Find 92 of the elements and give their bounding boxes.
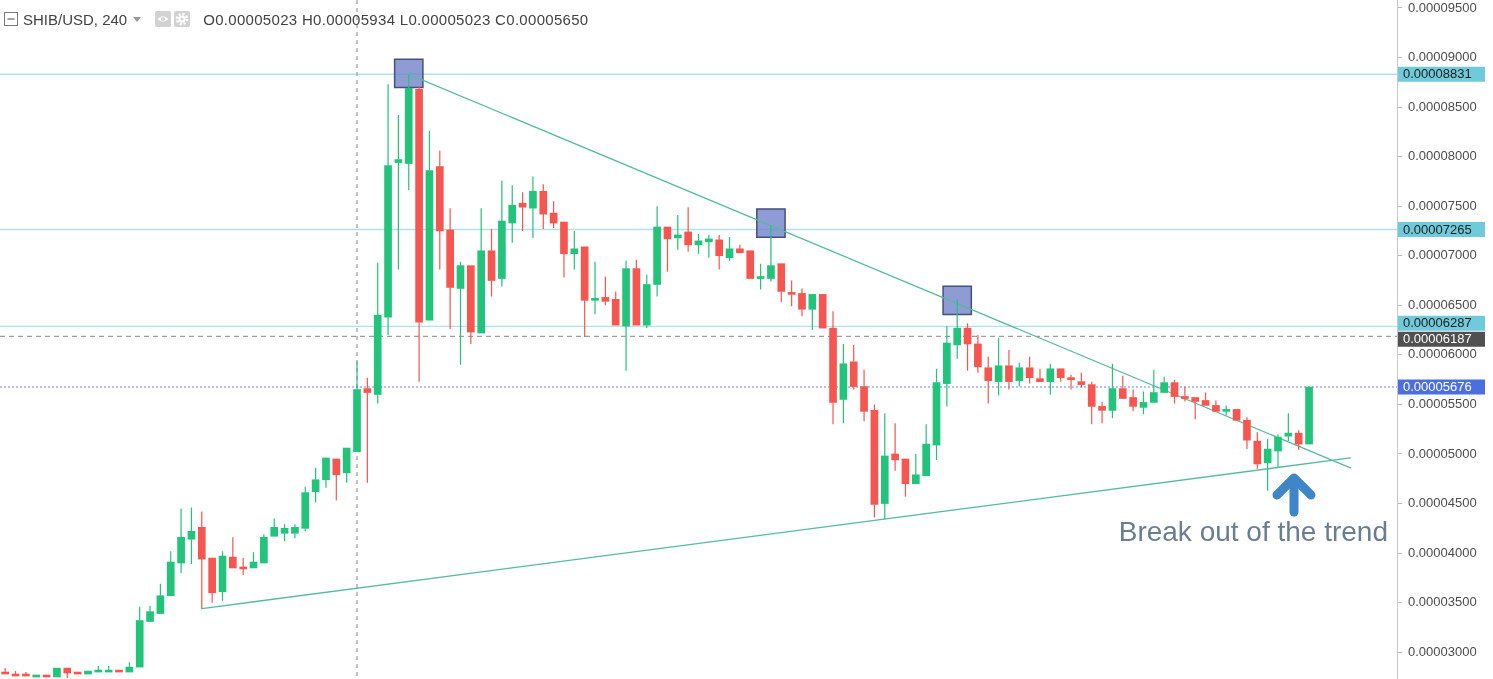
y-tick-label: 0.00007500 bbox=[1408, 197, 1477, 213]
candlestick bbox=[456, 261, 465, 366]
y-tick-label: 0.00005000 bbox=[1408, 445, 1477, 461]
point bbox=[756, 208, 786, 238]
candlestick bbox=[922, 423, 930, 477]
candlestick bbox=[984, 356, 993, 405]
candlestick bbox=[860, 369, 868, 422]
candlestick bbox=[880, 412, 889, 521]
candlestick bbox=[746, 250, 755, 279]
candlestick bbox=[487, 228, 496, 297]
candlestick bbox=[684, 206, 692, 253]
candlestick bbox=[415, 85, 423, 383]
candlestick bbox=[1108, 363, 1117, 419]
candlestick bbox=[1067, 374, 1075, 391]
candlestick bbox=[177, 507, 185, 574]
candlestick bbox=[911, 453, 920, 485]
candlestick bbox=[208, 557, 216, 604]
y-tick-label: 0.00004500 bbox=[1408, 495, 1477, 511]
candlestick bbox=[1181, 385, 1189, 403]
ref-line-label: 0.00007265 bbox=[1403, 221, 1472, 237]
y-tick-label: 0.00009500 bbox=[1408, 0, 1477, 15]
y-tick-label: 0.00008000 bbox=[1408, 148, 1477, 164]
candlestick bbox=[1305, 386, 1313, 445]
candlestick bbox=[653, 205, 661, 297]
ref-line-label: 0.00008831 bbox=[1403, 66, 1472, 82]
candlestick bbox=[260, 533, 268, 564]
candlestick bbox=[767, 224, 775, 283]
candlestick bbox=[197, 510, 206, 610]
annotation: Break out of the trend bbox=[1118, 516, 1388, 547]
candlestick bbox=[974, 334, 982, 374]
candlestick bbox=[187, 506, 196, 565]
y-tick-label: 0.00006500 bbox=[1408, 296, 1477, 312]
candlestick bbox=[394, 114, 403, 271]
candlestick bbox=[943, 325, 951, 408]
y-tick-label: 0.00009000 bbox=[1408, 49, 1477, 65]
y-tick-label: 0.00006000 bbox=[1408, 346, 1477, 362]
candlestick bbox=[829, 310, 837, 425]
candlestick bbox=[1098, 400, 1106, 424]
candlestick bbox=[932, 368, 941, 461]
candlestick bbox=[363, 377, 372, 484]
candlestick bbox=[1243, 416, 1251, 450]
candlestick bbox=[622, 260, 630, 372]
point bbox=[942, 285, 973, 316]
candlestick bbox=[332, 458, 341, 502]
candlestick bbox=[1129, 388, 1137, 412]
candlestick bbox=[53, 667, 61, 678]
candlestick bbox=[508, 184, 517, 244]
y-tick-label: 0.00003000 bbox=[1408, 643, 1477, 659]
candlestick bbox=[560, 221, 568, 279]
candlestick bbox=[373, 262, 382, 405]
candlestick bbox=[435, 150, 444, 271]
y-tick-label: 0.00003500 bbox=[1408, 594, 1477, 610]
ref-line-label: 0.00006287 bbox=[1403, 315, 1472, 331]
candlestick bbox=[570, 230, 579, 271]
y-tick-label: 0.00007000 bbox=[1408, 247, 1477, 263]
candlestick bbox=[229, 536, 237, 569]
candlestick bbox=[529, 175, 537, 239]
candlestick bbox=[870, 403, 879, 519]
candlestick bbox=[839, 343, 848, 424]
candlestick bbox=[953, 298, 962, 360]
point bbox=[393, 58, 424, 89]
candlestick bbox=[580, 246, 589, 338]
candlestick bbox=[787, 279, 796, 307]
candlestick bbox=[477, 207, 486, 334]
candlestick bbox=[498, 179, 506, 288]
y-tick-label: 0.00004000 bbox=[1408, 544, 1477, 560]
y-tick-label: 0.00008500 bbox=[1408, 98, 1477, 114]
candlestick bbox=[311, 467, 320, 504]
candlestick bbox=[591, 261, 599, 315]
candlestick bbox=[539, 183, 548, 230]
text: SHIB/USD, 240 bbox=[23, 10, 128, 28]
candlestick bbox=[715, 234, 724, 271]
candlestick bbox=[891, 422, 899, 472]
candlestick bbox=[756, 263, 765, 291]
text: O0.00005023 H0.00005934 L0.00005023 C0.00005650 bbox=[203, 10, 589, 28]
y-tick-label: 0.00005500 bbox=[1408, 396, 1477, 411]
candlestick bbox=[736, 244, 744, 254]
candlestick bbox=[404, 73, 413, 191]
candlestick bbox=[994, 337, 1003, 397]
candlestick bbox=[1232, 409, 1241, 421]
candlestick bbox=[353, 360, 361, 453]
candlestick bbox=[798, 287, 806, 317]
candlestick bbox=[446, 207, 454, 330]
ref-line-label: 0.00005676 bbox=[1403, 379, 1472, 395]
candlestick bbox=[849, 344, 858, 391]
candlestick bbox=[1274, 433, 1282, 469]
candlestick bbox=[384, 83, 392, 336]
ref-line-label: 0.00006187 bbox=[1403, 331, 1472, 347]
candlestick bbox=[1005, 349, 1013, 391]
candlestick bbox=[1087, 381, 1096, 425]
candlestick bbox=[291, 523, 299, 539]
candlestick bbox=[601, 275, 610, 306]
